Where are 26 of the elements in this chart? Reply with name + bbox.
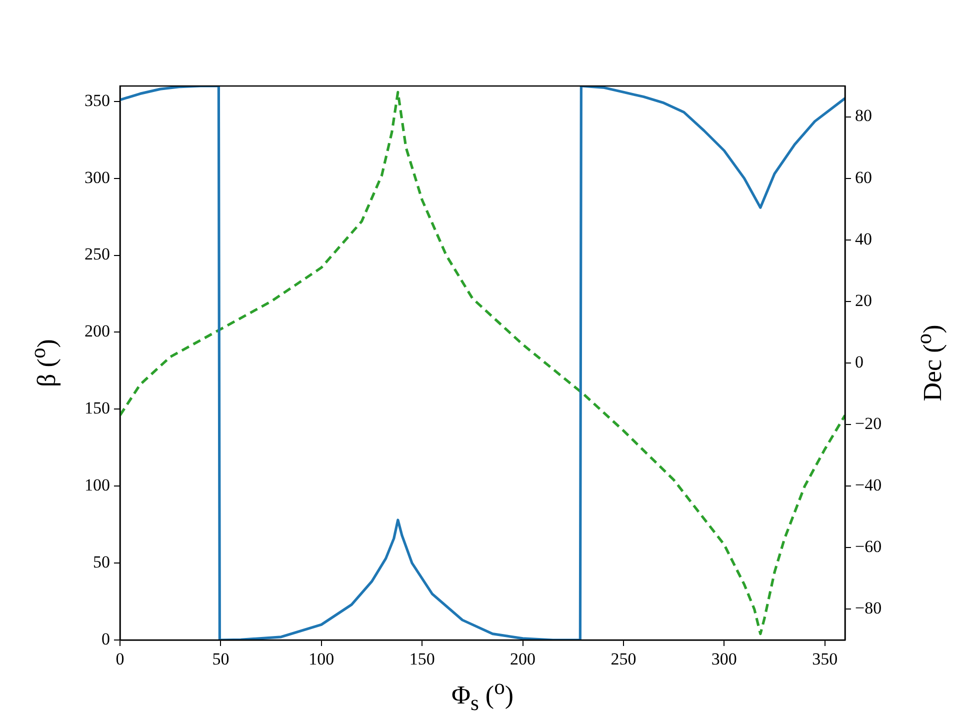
y2-tick-label: −20 [855,414,882,434]
y-tick-label: 300 [84,168,110,187]
x-tick-label: 300 [711,650,737,669]
x-tick-label: 250 [610,650,636,669]
y2-tick-label: −80 [855,598,882,618]
y2-tick-label: −40 [855,476,882,495]
x-axis-title: Φ$_{s}$ ($^{o}$) [451,675,514,716]
y-tick-label: 250 [84,244,110,264]
y2-tick-label: 40 [855,229,872,248]
x-tick-label: 200 [510,650,536,669]
x-tick-label: 150 [409,650,435,669]
y-tick-label: 50 [93,552,110,572]
x-tick-label: 0 [116,650,124,669]
y2-tick-label: 0 [855,352,864,372]
y-tick-label: 100 [84,476,110,495]
y-tick-label: 150 [84,398,110,418]
x-tick-label: 100 [308,650,334,669]
y-tick-label: 0 [102,629,110,648]
y-tick-label: 350 [84,90,110,110]
x-tick-label: 350 [812,650,838,669]
x-tick-label: 50 [212,650,230,669]
y2-tick-label: −60 [855,537,882,556]
y2-tick-label: 20 [855,290,872,310]
y-tick-label: 200 [84,322,110,341]
y2-tick-label: 80 [855,106,872,126]
y2-tick-label: 60 [855,168,872,187]
